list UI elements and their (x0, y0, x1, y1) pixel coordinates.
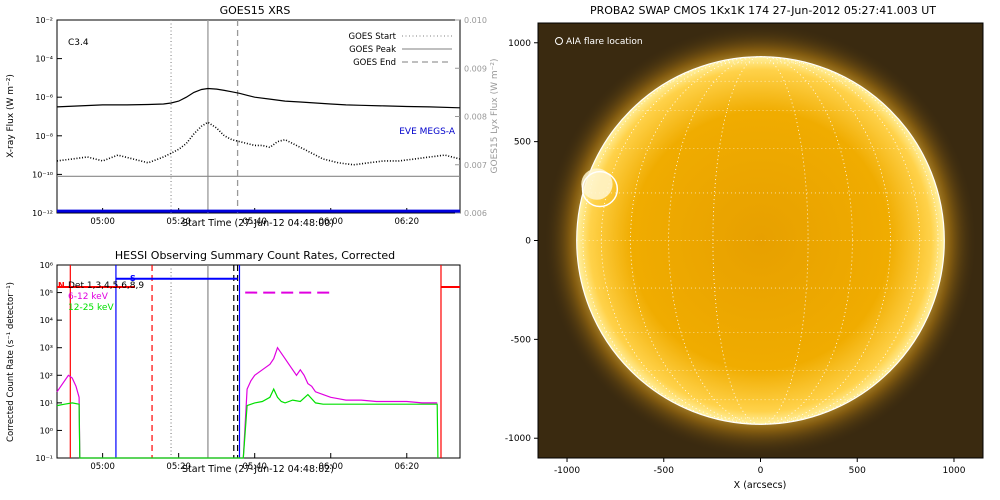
hessi-plot-frame (56, 264, 461, 459)
hessi-y-tick-label: 10¹ (40, 399, 53, 408)
hessi-legend-label: 6-12 keV (68, 292, 109, 302)
solar-grid-longitude (582, 56, 939, 425)
goes-y-tick-label: 10⁻¹⁰ (32, 170, 53, 179)
solar-panel: PROBA2 SWAP CMOS 1Kx1K 174 27-Jun-2012 0… (505, 4, 984, 491)
solar-y-tick-label: -1000 (505, 434, 531, 444)
solar-x-tick-label: -500 (654, 466, 675, 476)
hessi-x-tick-label: 06:00 (318, 462, 343, 472)
hessi-series-line-0 (56, 346, 438, 459)
hessi-x-tick-label: 05:00 (90, 462, 115, 472)
goes-flare-class: C3.4 (68, 38, 89, 48)
solar-title: PROBA2 SWAP CMOS 1Kx1K 174 27-Jun-2012 0… (590, 4, 936, 17)
hessi-y-axis: 10⁻¹ 10⁰ 10¹ 10² 10³ 10⁴ 10⁵ 10⁶ (35, 261, 62, 463)
goes-right-axis: 0.010 0.009 0.008 0.007 0.006 (455, 16, 487, 218)
goes-markers (170, 20, 239, 213)
solar-grid-longitude (712, 56, 809, 425)
goes-x-tick-label: 05:00 (90, 217, 115, 227)
goes-right-tick-label: 0.007 (464, 161, 487, 170)
goes-panel: GOES15 XRS 10⁻² 10⁻⁴ 10⁻⁶ 10⁻⁸ 10⁻¹⁰ 10⁻¹² 0.… (6, 4, 500, 229)
goes-x-tick-label: 06:00 (318, 217, 343, 227)
solar-x-tick-label: 1000 (943, 466, 966, 476)
hessi-flag-label: S (130, 274, 136, 283)
hessi-y-tick-label: 10⁻¹ (35, 454, 53, 463)
solar-limb-circle (576, 56, 945, 425)
goes-right-tick-label: 0.009 (464, 64, 487, 73)
hessi-x-tick-label: 05:40 (242, 462, 267, 472)
goes-x-tick-label: 05:20 (166, 217, 191, 227)
solar-grid-longitude (668, 56, 853, 425)
goes-right-tick-label: 0.006 (464, 209, 487, 218)
hessi-y-tick-label: 10⁶ (40, 261, 53, 270)
goes-y-tick-label: 10⁻⁴ (35, 55, 53, 64)
solar-y-tick-label: -500 (511, 335, 532, 345)
goes-ylabel: X-ray Flux (W m⁻²) (6, 74, 16, 158)
hessi-flag-label: N (58, 281, 65, 290)
goes-y-tick-label: 10⁻² (35, 16, 53, 25)
hessi-ylabel: Corrected Count Rate (s⁻¹ detector⁻¹) (6, 282, 16, 442)
solar-legend: AIA flare location (566, 37, 643, 47)
solar-x-tick-label: -1000 (554, 466, 580, 476)
hessi-y-tick-label: 10⁰ (40, 426, 53, 435)
solar-y-tick-label: 0 (525, 237, 531, 247)
solar-y-tick-label: 500 (514, 138, 531, 148)
hessi-y-tick-label: 10³ (40, 344, 53, 353)
goes-legend: GOES Start GOES Peak GOES End (348, 32, 452, 68)
goes-title: GOES15 XRS (220, 4, 291, 17)
hessi-legend-label: Det 1,3,4,5,6,8,9 (68, 281, 144, 291)
goes-ylabel-right: GOES15 Lyx Flux (W m⁻²) (490, 59, 500, 174)
solar-disk (576, 56, 945, 425)
solar-xlabel: X (arcsecs) (734, 480, 787, 491)
flare-location-circle (581, 170, 619, 208)
solar-x-tick-label: 500 (849, 466, 866, 476)
goes-xlabel: Start Time (27-Jun-12 04:48:00) (182, 218, 334, 229)
hessi-xlabel: Start Time (27-Jun-12 04:48:02) (182, 464, 334, 475)
hessi-title: HESSI Observing Summary Count Rates, Cor… (115, 249, 395, 262)
hessi-y-tick-label: 10⁵ (40, 289, 53, 298)
hessi-segments (57, 277, 460, 294)
hessi-series (56, 346, 439, 459)
goes-legend-label: GOES Start (348, 32, 396, 42)
goes-series (56, 87, 461, 213)
goes-x-tick-label: 06:20 (395, 217, 420, 227)
solar-y-axis: -1000 -500 0 500 1000 (505, 39, 538, 444)
goes-plot-frame (56, 19, 461, 214)
hessi-flags: NS (58, 274, 136, 290)
hessi-x-tick-label: 05:20 (166, 462, 191, 472)
goes-legend-label: GOES Peak (349, 45, 396, 55)
goes-y-tick-label: 10⁻⁶ (35, 93, 53, 102)
hessi-series-line-1 (56, 387, 439, 459)
hessi-legend-label: 12-25 keV (68, 303, 114, 313)
eve-label: EVE MEGS-A (399, 127, 456, 137)
goes-y-tick-label: 10⁻¹² (32, 209, 53, 218)
hessi-y-tick-label: 10⁴ (40, 316, 53, 325)
solar-x-tick-label: 0 (758, 466, 764, 476)
hessi-x-tick-label: 06:20 (395, 462, 420, 472)
legend-circle-icon (555, 37, 563, 45)
goes-x-tick-label: 05:40 (242, 217, 267, 227)
hessi-x-axis: 05:00 05:20 05:40 06:00 06:20 (90, 453, 419, 472)
solar-y-tick-label: 1000 (508, 39, 531, 49)
goes-right-tick-label: 0.010 (464, 16, 487, 25)
hessi-vlines (69, 265, 442, 458)
goes-legend-label: GOES End (353, 58, 396, 68)
hessi-y-tick-label: 10² (40, 371, 53, 380)
goes-right-tick-label: 0.008 (464, 113, 487, 122)
goes-y-axis: 10⁻² 10⁻⁴ 10⁻⁶ 10⁻⁸ 10⁻¹⁰ 10⁻¹² (32, 16, 62, 218)
solar-x-axis: -1000 -500 0 500 1000 (554, 458, 966, 476)
goes-y-tick-label: 10⁻⁸ (35, 132, 53, 141)
hessi-panel: HESSI Observing Summary Count Rates, Cor… (6, 249, 461, 475)
goes-series-line-0 (56, 87, 461, 109)
